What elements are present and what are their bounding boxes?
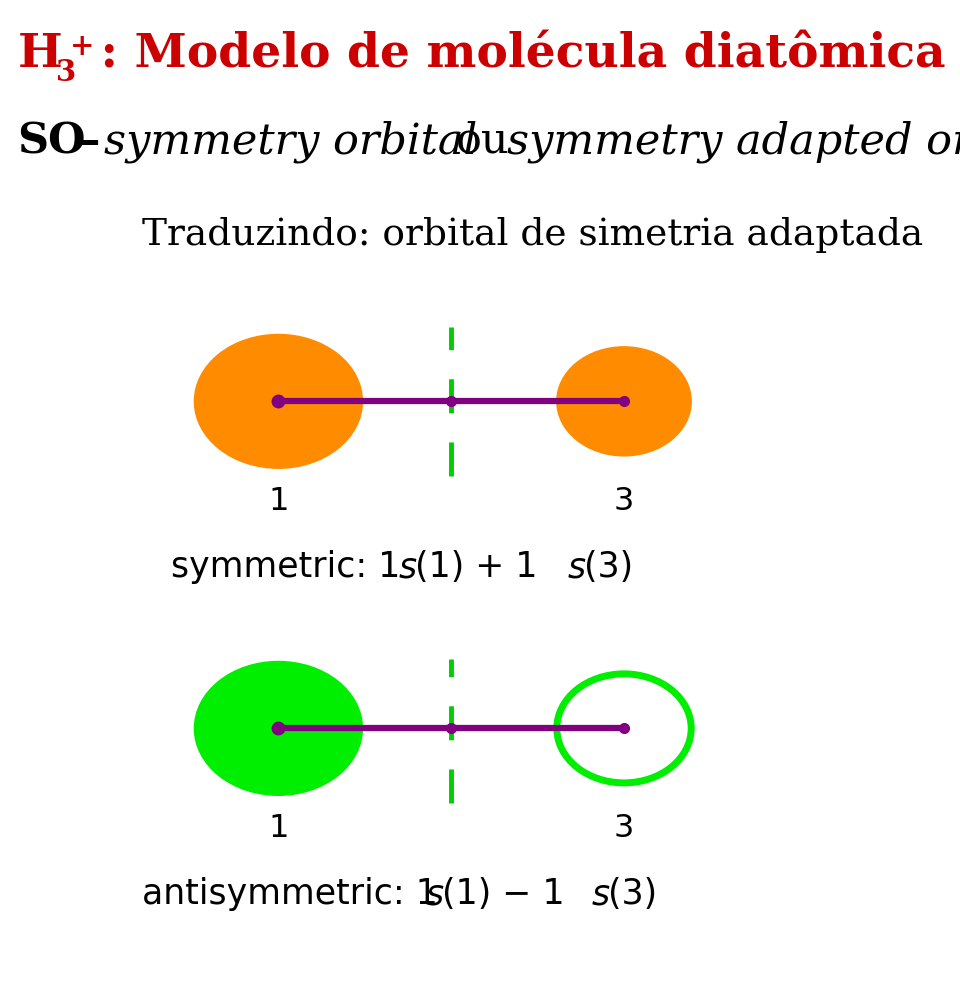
Text: 3: 3 (613, 486, 635, 516)
Text: (3): (3) (608, 877, 657, 911)
Text: 3: 3 (613, 813, 635, 843)
Ellipse shape (557, 347, 691, 456)
Ellipse shape (557, 674, 691, 783)
Text: 1: 1 (268, 486, 289, 516)
Text: Traduzindo: orbital de simetria adaptada: Traduzindo: orbital de simetria adaptada (142, 217, 924, 253)
Text: H: H (17, 32, 62, 77)
Ellipse shape (194, 662, 363, 795)
Text: s: s (567, 550, 586, 584)
Text: s: s (425, 877, 444, 911)
Text: 3: 3 (56, 58, 76, 87)
Text: (1) + 1: (1) + 1 (415, 550, 538, 584)
Text: (1) − 1: (1) − 1 (442, 877, 564, 911)
Text: SO: SO (17, 121, 85, 163)
Text: +: + (70, 32, 95, 60)
Text: symmetric: 1: symmetric: 1 (171, 550, 400, 584)
Text: : Modelo de molécula diatômica mais simples: : Modelo de molécula diatômica mais simp… (84, 30, 960, 77)
Text: symmetry adapted orbital: symmetry adapted orbital (507, 121, 960, 164)
Text: symmetry orbital: symmetry orbital (104, 121, 477, 164)
Text: s: s (398, 550, 417, 584)
Text: ou: ou (456, 121, 510, 163)
Text: 1: 1 (268, 813, 289, 843)
Text: antisymmetric: 1: antisymmetric: 1 (142, 877, 438, 911)
Text: s: s (591, 877, 610, 911)
Ellipse shape (194, 335, 363, 469)
Text: –: – (79, 121, 100, 163)
Text: (3): (3) (584, 550, 633, 584)
